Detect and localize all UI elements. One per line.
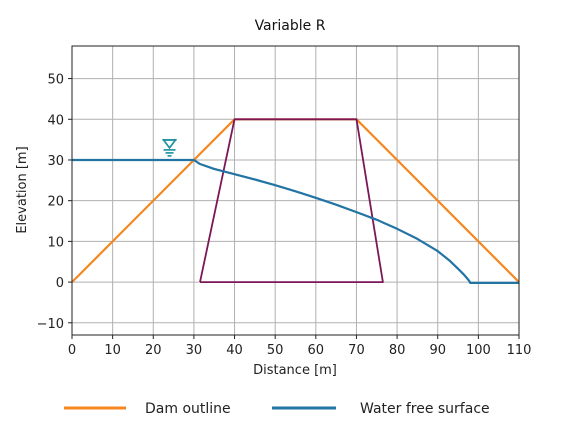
x-tick-label: 70 xyxy=(348,343,365,358)
y-tick-label: 50 xyxy=(47,73,64,88)
chart-title: Variable R xyxy=(255,18,326,34)
x-tick-label: 20 xyxy=(145,343,162,358)
water-level-icon-triangle xyxy=(161,139,178,150)
x-axis-label: Distance [m] xyxy=(253,363,337,378)
series-line-inner-zone xyxy=(199,118,384,284)
y-ticks: −10 0 10 20 30 40 50 xyxy=(37,73,72,332)
x-tick-label: 10 xyxy=(104,343,121,358)
y-tick-label: 10 xyxy=(47,235,64,250)
x-tick-label: 90 xyxy=(429,343,446,358)
y-tick-label: −10 xyxy=(37,317,64,332)
x-tick-label: 40 xyxy=(226,343,243,358)
y-tick-label: 20 xyxy=(47,195,64,210)
x-tick-label: 80 xyxy=(389,343,406,358)
plot-area xyxy=(71,118,520,284)
x-tick-label: 60 xyxy=(308,343,325,358)
x-tick-label: 110 xyxy=(507,343,532,358)
legend-label-dam-outline: Dam outline xyxy=(145,401,231,417)
y-tick-label: 40 xyxy=(47,113,64,128)
x-tick-label: 100 xyxy=(466,343,491,358)
plot-frame xyxy=(71,45,520,336)
y-tick-label: 30 xyxy=(47,154,64,169)
legend-label-water-free-surface: Water free surface xyxy=(360,401,490,417)
y-axis-label: Elevation [m] xyxy=(15,146,30,233)
series-line-water-free-surface xyxy=(72,158,519,284)
x-tick-label: 30 xyxy=(186,343,203,358)
x-ticks: 0 10 20 30 40 50 60 70 80 90 100 110 xyxy=(68,335,532,358)
water-level-icon xyxy=(161,139,178,157)
x-tick-label: 50 xyxy=(267,343,284,358)
legend: Dam outline Water free surface xyxy=(64,401,490,417)
y-tick-label: 0 xyxy=(56,276,64,291)
x-tick-label: 0 xyxy=(68,343,76,358)
